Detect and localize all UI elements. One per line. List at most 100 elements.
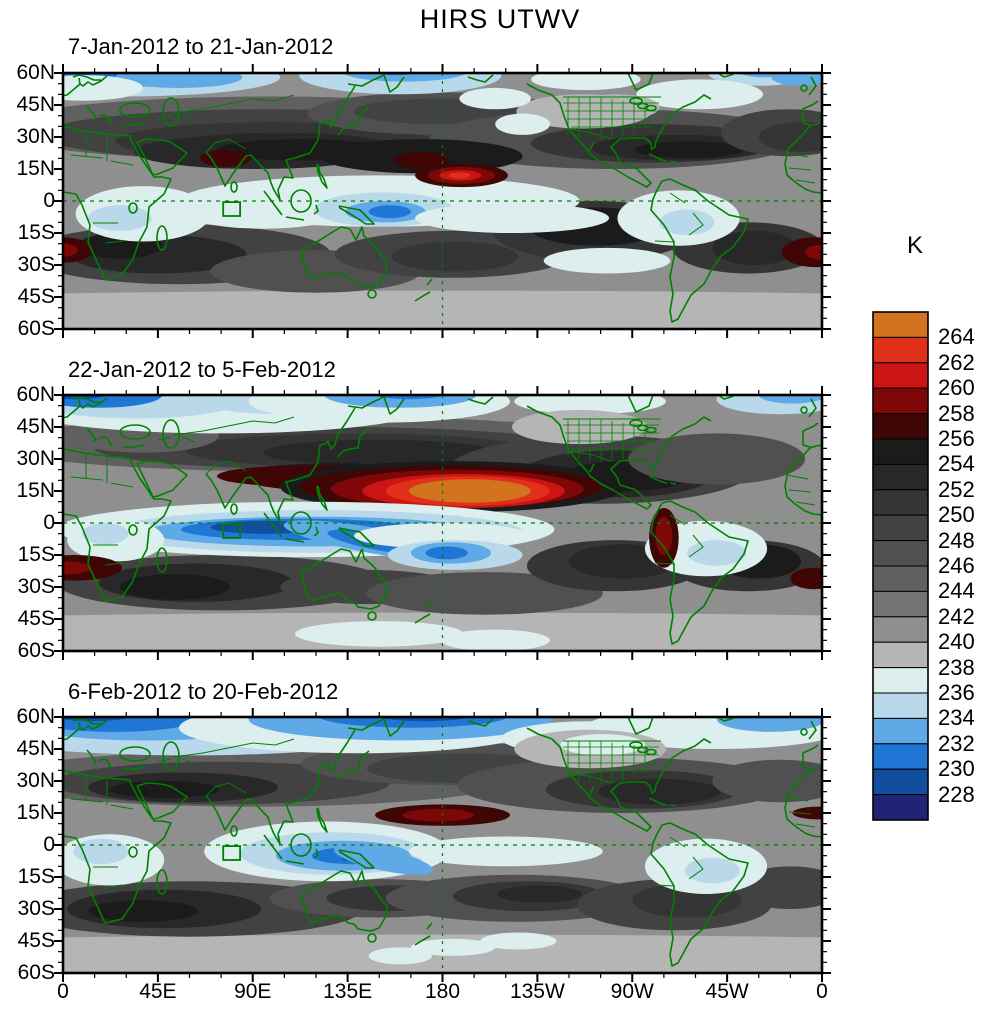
country-border <box>786 796 816 828</box>
y-tick-label: 60N <box>16 705 55 728</box>
coastline <box>119 424 151 440</box>
contour-feature <box>109 781 219 798</box>
country-border <box>654 192 704 243</box>
colorbar-tick-label: 248 <box>938 527 975 553</box>
colorbar-tick-label: 232 <box>938 730 975 756</box>
coastline <box>316 163 328 189</box>
coastline <box>589 717 654 795</box>
contour-field <box>63 73 822 329</box>
y-tick-label: 30S <box>17 253 55 276</box>
contour-feature <box>333 845 434 875</box>
coastline <box>63 74 108 97</box>
colorbar-cell <box>872 794 929 821</box>
coastline <box>800 76 817 96</box>
x-tick-label: 135W <box>509 980 565 1003</box>
contour-feature <box>805 244 822 260</box>
country-border <box>786 152 816 184</box>
coastline <box>230 181 238 193</box>
coastline <box>156 225 168 251</box>
coastline <box>313 848 375 869</box>
y-tick-label: 15N <box>16 801 55 824</box>
colorbar <box>872 311 929 821</box>
axis-ticks <box>54 64 831 338</box>
colorbar-tick-label: 242 <box>938 603 975 629</box>
y-tick-label: 30N <box>16 769 55 792</box>
colorbar-cell <box>872 692 929 719</box>
coastline <box>301 226 388 288</box>
contour-feature <box>88 900 198 922</box>
coastline <box>119 746 151 762</box>
coastline <box>784 744 822 838</box>
contour-feature <box>402 808 475 822</box>
contour-feature <box>366 572 603 615</box>
colorbar-cell <box>872 311 929 338</box>
colorbar-tick-label: 228 <box>938 781 975 807</box>
colorbar-cell <box>872 336 929 364</box>
contour-feature <box>634 141 744 159</box>
coastline <box>650 500 749 645</box>
contour-feature <box>63 555 122 581</box>
y-tick-label: 30S <box>17 575 55 598</box>
contour-feature <box>655 516 673 555</box>
contour-feature <box>368 947 432 965</box>
colorbar-frame <box>872 311 929 821</box>
coastline <box>800 398 817 418</box>
contour-feature <box>63 75 144 101</box>
coastline <box>648 153 677 163</box>
colorbar-cell <box>872 463 929 491</box>
coastline <box>86 749 146 770</box>
y-tick-label: 45S <box>17 607 55 630</box>
y-tick-label: 15S <box>17 865 55 888</box>
coastline <box>467 74 494 83</box>
contour-feature <box>543 247 671 274</box>
colorbar-tick-label: 256 <box>938 426 975 451</box>
colorbar-cell <box>872 641 929 669</box>
coastline <box>629 419 657 434</box>
coastline <box>367 922 433 946</box>
contour-feature <box>115 73 243 88</box>
coastline <box>119 102 151 118</box>
contour-feature <box>712 230 797 265</box>
contour-feature <box>459 87 531 110</box>
coastline <box>205 729 356 845</box>
y-tick-label: 45N <box>16 415 55 438</box>
colorbar-tick-label: 230 <box>938 756 975 782</box>
coastline <box>337 106 370 136</box>
coastline <box>337 750 370 780</box>
y-tick-label: 60N <box>16 383 55 406</box>
coastline <box>230 825 238 837</box>
map-panel-3-svg <box>54 708 831 982</box>
x-tick-label: 0 <box>816 980 828 1003</box>
contour-feature <box>497 885 582 903</box>
contour-feature <box>317 717 509 728</box>
contour-feature <box>575 94 660 120</box>
coastline <box>63 125 172 280</box>
coastline <box>589 73 654 151</box>
coastline <box>205 407 356 523</box>
y-tick-label: 0 <box>43 833 55 856</box>
contour-feature <box>63 561 91 575</box>
y-tick-label: 60S <box>17 961 55 984</box>
coastline <box>784 100 822 194</box>
colorbar-cell <box>872 489 929 516</box>
x-tick-label: 45W <box>705 980 749 1003</box>
y-tick-label: 0 <box>43 511 55 534</box>
colorbar-cell <box>872 590 929 618</box>
contour-feature <box>63 243 78 257</box>
axis-ticks <box>54 708 831 982</box>
colorbar-unit-label: K <box>906 232 923 259</box>
colorbar-cell <box>872 667 929 694</box>
coastline <box>347 396 405 415</box>
country-border <box>157 94 295 153</box>
coastline <box>128 846 138 858</box>
coastline <box>301 870 388 932</box>
coastline <box>86 105 146 126</box>
contour-field <box>63 395 822 651</box>
x-tick-label: 90E <box>234 980 272 1003</box>
coastline <box>136 138 188 176</box>
contour-feature <box>687 540 747 566</box>
contour-feature <box>410 938 496 956</box>
colorbar-tick-label: 260 <box>938 375 975 401</box>
contour-feature <box>200 149 251 167</box>
coastline <box>290 189 312 213</box>
